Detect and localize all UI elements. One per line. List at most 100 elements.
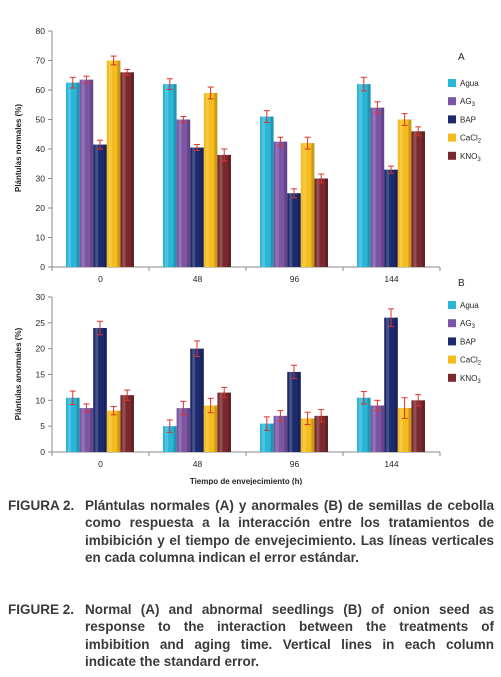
- bar-shade: [117, 60, 121, 267]
- bar-highlight: [165, 426, 168, 452]
- legend-label: AG3: [460, 319, 476, 330]
- bar-highlight: [68, 82, 71, 267]
- bar-highlight: [413, 400, 417, 452]
- bar-highlight: [372, 405, 376, 452]
- bar: [273, 141, 288, 267]
- bar-highlight: [165, 84, 168, 267]
- bar-shade: [297, 371, 301, 452]
- chart-panel-b: 0 5 10 15 20 25 30 0 48 96 144 Plántulas anormales …: [14, 278, 482, 469]
- bar-shade: [311, 143, 315, 267]
- legend: Agua AG3 BAP CaCl2 KNO3: [448, 301, 482, 385]
- legend-swatch: [448, 115, 456, 124]
- x-tick-label: 144: [384, 274, 398, 284]
- x-tick-label: 0: [98, 274, 103, 284]
- bar-highlight: [275, 141, 279, 267]
- bar: [384, 169, 398, 267]
- y-tick-label: 50: [36, 115, 46, 125]
- legend-label: Agua: [460, 79, 479, 88]
- bar-highlight: [205, 405, 209, 452]
- bar-shade: [173, 84, 177, 267]
- bar-highlight: [205, 92, 209, 267]
- caption-spanish-text: Plántulas normales (A) y anormales (B) d…: [85, 498, 494, 566]
- bar-highlight: [122, 72, 126, 267]
- bar-shade: [76, 82, 80, 267]
- bar-highlight: [178, 408, 182, 452]
- bar-highlight: [108, 410, 112, 452]
- x-tick-label: 96: [290, 459, 300, 469]
- bar-shade: [297, 193, 301, 267]
- legend-subscript: 3: [477, 157, 481, 163]
- bar: [190, 147, 204, 267]
- bar-shade: [117, 410, 121, 452]
- bar-shade: [381, 107, 385, 267]
- bar-highlight: [316, 415, 320, 452]
- x-tick-label: 96: [290, 274, 300, 284]
- bar-highlight: [316, 178, 320, 267]
- bar-shade: [367, 84, 371, 267]
- y-tick-label: 25: [36, 318, 46, 328]
- bar: [411, 131, 425, 267]
- y-axis-title: Plántulas normales (%): [14, 104, 23, 192]
- bar: [357, 84, 371, 267]
- bar: [106, 60, 121, 267]
- y-tick-label: 15: [36, 370, 46, 380]
- bar-highlight: [108, 60, 112, 267]
- bar-shade: [284, 415, 288, 452]
- bar-shade: [131, 72, 134, 267]
- bar: [370, 107, 385, 267]
- bar: [120, 72, 134, 267]
- bar-highlight: [262, 116, 265, 267]
- bar-shade: [131, 395, 134, 452]
- legend-swatch: [448, 337, 456, 346]
- bar-shade: [214, 92, 218, 267]
- bar-highlight: [302, 418, 306, 452]
- bar-highlight: [81, 79, 85, 267]
- y-tick-label: 10: [36, 233, 46, 243]
- bar-shade: [228, 392, 231, 452]
- bar: [93, 144, 107, 267]
- bar-shade: [270, 116, 274, 267]
- panel-label: A: [458, 52, 465, 63]
- bar-shade: [325, 415, 328, 452]
- bar-shade: [284, 141, 288, 267]
- bar: [260, 423, 274, 452]
- bar-shade: [200, 147, 204, 267]
- bar-highlight: [262, 423, 265, 452]
- bar: [79, 79, 94, 267]
- legend-swatch: [448, 97, 456, 106]
- bar-shade: [90, 408, 94, 452]
- bar: [287, 193, 301, 267]
- bar: [217, 392, 231, 452]
- legend-label: BAP: [460, 115, 476, 124]
- bar: [93, 328, 107, 452]
- bar-highlight: [302, 143, 306, 267]
- bar: [287, 371, 301, 452]
- legend-label: CaCl2: [460, 134, 482, 145]
- bar: [176, 119, 191, 267]
- bar: [106, 410, 121, 452]
- legend-swatch: [448, 151, 456, 160]
- bar-shade: [422, 131, 425, 267]
- bar: [273, 415, 288, 452]
- bar-shade: [187, 408, 191, 452]
- bar-shade: [325, 178, 328, 267]
- bar: [370, 405, 385, 452]
- bar: [203, 405, 218, 452]
- bar: [314, 415, 328, 452]
- legend-swatch: [448, 133, 456, 142]
- bar: [120, 395, 134, 452]
- bar-shade: [394, 169, 398, 267]
- bar-highlight: [192, 348, 196, 452]
- bar-highlight: [81, 408, 85, 452]
- bar: [300, 143, 315, 267]
- caption-spanish-label: FIGURA 2.: [8, 498, 75, 513]
- caption-english-text: Normal (A) and abnormal seedlings (B) of…: [85, 602, 494, 670]
- bar-highlight: [219, 392, 223, 452]
- bar-highlight: [122, 395, 126, 452]
- caption-spanish: FIGURA 2. Plántulas normales (A) y anorm…: [8, 497, 494, 567]
- chart-panel-a: 0 10 20 30 40 50 60 70 80 0 48 96 144 Plántulas norma…: [14, 26, 482, 284]
- bar: [411, 400, 425, 452]
- bar-shade: [367, 397, 371, 452]
- bar: [217, 154, 231, 267]
- bar: [397, 119, 412, 267]
